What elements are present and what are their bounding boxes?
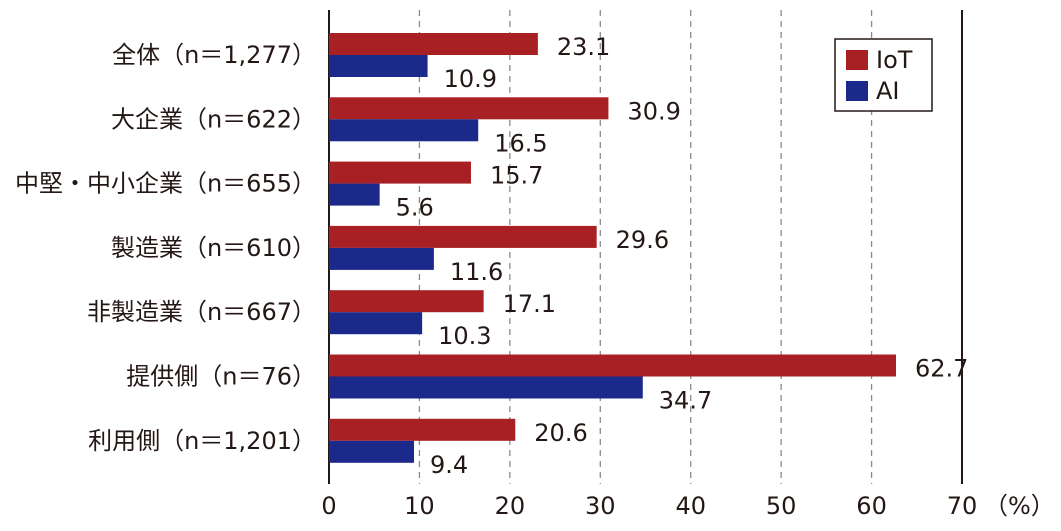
bar-ai-0 <box>329 55 428 77</box>
category-label: 製造業（n＝610） <box>111 234 316 262</box>
tick-label-40: 40 <box>675 492 706 520</box>
legend: IoT AI <box>834 38 933 112</box>
value-label-ai-0: 10.9 <box>444 65 497 93</box>
legend-label-ai: AI <box>876 77 900 105</box>
bar-ai-5 <box>329 376 643 399</box>
value-label-ai-4: 10.3 <box>438 322 491 350</box>
bars: 23.1 10.9 30.9 16.5 15.7 5.6 29.6 11.617.1 10.3 6… <box>329 33 968 479</box>
bar-iot-4 <box>329 290 484 313</box>
bar-iot-5 <box>329 354 896 377</box>
category-label: 中堅・中小企業（n＝655） <box>15 170 316 198</box>
category-label: 提供側（n＝76） <box>126 363 316 391</box>
bar-iot-1 <box>329 97 609 120</box>
tick-label-0: 0 <box>321 492 336 520</box>
tick-label-70: 70 <box>947 492 978 520</box>
unit-label: （%） <box>984 492 1055 520</box>
category-label: 大企業（n＝622） <box>111 105 316 133</box>
value-label-ai-6: 9.4 <box>430 451 468 479</box>
bar-iot-2 <box>329 161 471 184</box>
bar-ai-2 <box>329 183 380 206</box>
value-label-iot-5: 62.7 <box>915 355 968 383</box>
value-label-ai-2: 5.6 <box>396 194 434 222</box>
value-label-iot-2: 15.7 <box>490 162 543 190</box>
value-label-ai-3: 11.6 <box>450 258 503 286</box>
category-label: 全体（n＝1,277） <box>112 41 316 69</box>
tick-label-30: 30 <box>585 492 616 520</box>
category-labels: 全体（n＝1,277） 大企業（n＝622） 中堅・中小企業（n＝655） 製造業（n… <box>15 41 316 455</box>
value-label-iot-0: 23.1 <box>557 33 610 61</box>
legend-label-iot: IoT <box>876 46 913 74</box>
category-label: 非製造業（n＝667） <box>87 298 316 326</box>
value-label-ai-5: 34.7 <box>659 387 712 415</box>
bar-iot-0 <box>329 33 538 55</box>
bar-iot-6 <box>329 418 516 441</box>
value-label-ai-1: 16.5 <box>494 129 547 157</box>
bar-ai-1 <box>329 119 479 142</box>
value-label-iot-6: 20.6 <box>534 419 587 447</box>
tick-label-10: 10 <box>404 492 435 520</box>
legend-swatch-ai <box>846 81 868 101</box>
bar-ai-3 <box>329 247 434 270</box>
tick-label-60: 60 <box>856 492 887 520</box>
category-label: 利用側（n＝1,201） <box>88 427 316 455</box>
tick-label-50: 50 <box>766 492 797 520</box>
value-label-iot-1: 30.9 <box>627 97 680 125</box>
value-label-iot-4: 17.1 <box>503 290 556 318</box>
x-axis: 0 10 20 30 40 50 60 70 （%） <box>321 492 1054 520</box>
tick-label-20: 20 <box>495 492 526 520</box>
bar-ai-4 <box>329 312 423 335</box>
bar-ai-6 <box>329 440 415 463</box>
bar-iot-3 <box>329 225 597 248</box>
value-label-iot-3: 29.6 <box>616 226 669 254</box>
legend-swatch-iot <box>846 50 868 70</box>
